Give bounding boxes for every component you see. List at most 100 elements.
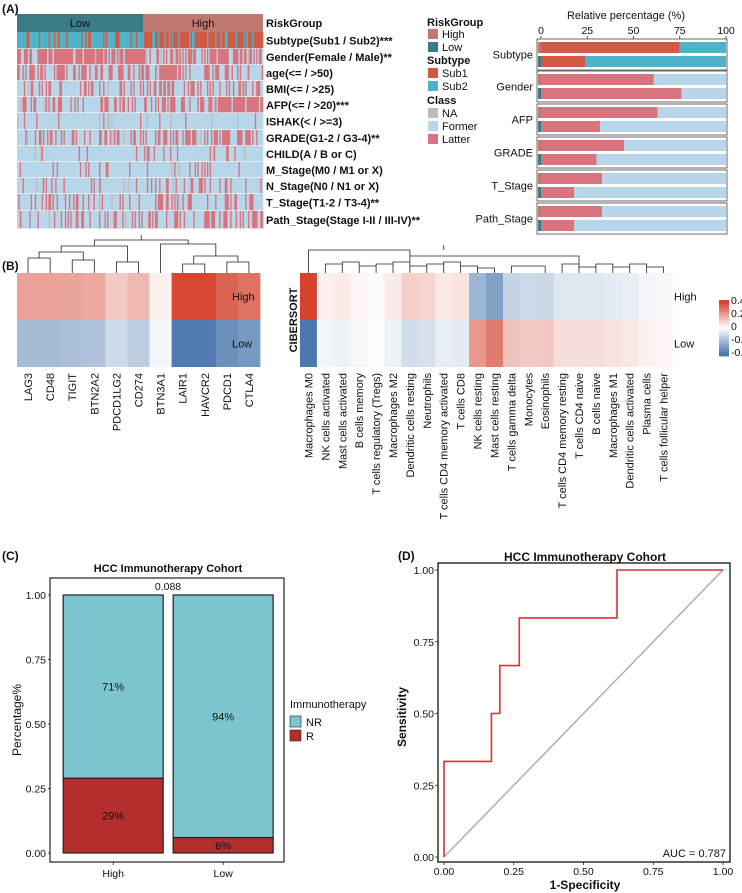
annotation-cell [59,113,62,130]
annotation-cell [107,32,109,49]
annotation-cell [38,130,41,146]
annotation-cell [134,49,137,65]
annotation-cell [156,130,159,146]
annotation-cell [63,65,66,81]
colorbar-cell [719,316,729,319]
annotation-cell [112,178,115,194]
annotation-cell [219,130,221,146]
annotation-cell [144,178,146,194]
annotation-cell [171,49,174,65]
annotation-cell [18,81,21,97]
annotation-cell [64,146,67,162]
stacked-frame [49,577,285,863]
heat-cell [127,273,150,320]
annotation-cell [70,97,72,113]
annotation-cell [77,211,79,229]
annotation-cell [144,130,146,146]
roc-xlabel: 1-Specificity [550,878,621,892]
annotation-cell [146,32,149,49]
annotation-cell [120,113,123,130]
heat-cell [452,273,470,320]
annotation-cell [245,97,247,113]
annotation-cell [124,32,127,49]
annotation-cell [205,130,208,146]
annotation-cell [206,113,209,130]
annotation-cell [250,97,253,113]
annotation-cell [217,211,220,229]
annotation-cell [122,130,124,146]
annotation-cell [231,178,234,194]
annotation-cell [23,49,26,65]
relpct-group-marker [538,206,541,217]
relpct-bar-second [602,173,726,184]
heat-column-label: Macrophages M0 [304,373,316,458]
annotation-cell [30,178,33,194]
legend-high-swatch [428,29,438,39]
annotation-cell [90,162,93,178]
annotation-cell [119,211,122,229]
annotation-cell [246,211,249,229]
annotation-cell [71,32,74,49]
colorbar-cell [719,318,729,321]
annotation-cell [237,65,239,81]
annotation-cell [205,194,208,211]
annotation-cell [235,49,238,65]
relpct-bar-first [541,88,682,99]
annotation-cell [100,178,103,194]
annotation-cell [22,32,25,49]
colorbar-cell [719,340,729,343]
annotation-cell [133,162,135,178]
annotation-cell [63,113,66,130]
annotation-cell [73,97,75,113]
annotation-cell [55,194,57,211]
annotation-cell [222,113,224,130]
annotation-cell [242,49,245,65]
legend-nr-label: NR [306,717,322,729]
annotation-cell [123,49,126,65]
panel-label-b: (B) [2,259,19,273]
annotation-cell [232,146,235,162]
annotation-cell [242,194,245,211]
annotation-cell [68,162,71,178]
annotation-cell [163,65,165,81]
annotation-cell [246,32,249,49]
annotation-cell [29,65,31,81]
annotation-cell [253,97,256,113]
annotation-cell [175,162,178,178]
annotation-cell [52,194,55,211]
annotation-cell [130,178,133,194]
annotation-cell [156,178,159,194]
annotation-cell [198,97,201,113]
annotation-cell [23,32,26,49]
annotation-cell [254,194,257,211]
annotation-cell [194,81,197,97]
annotation-cell [146,178,149,194]
annotation-cell [144,162,146,178]
annotation-cell [38,178,41,194]
annotation-cell [189,194,191,211]
annotation-cell [212,65,215,81]
annotation-cell [157,211,160,229]
annotation-cell [216,211,219,229]
annotation-cell [71,113,74,130]
annotation-cell [235,113,238,130]
heat-cell [638,320,656,367]
annotation-cell [185,113,187,130]
annotation-cell [165,178,168,194]
legend-low-swatch [428,42,438,52]
annotation-cell [165,81,168,97]
annotation-cell [176,65,179,81]
annotation-cell [115,178,118,194]
relpct-bar-second [657,107,726,118]
heat-cell [435,320,453,367]
annotation-cell [170,178,172,194]
annotation-cell [196,146,198,162]
annotation-cell [104,211,107,229]
annotation-cell [208,97,210,113]
annotation-cell [51,49,53,65]
annotation-cell [49,113,52,130]
annotation-cell [211,32,213,49]
annotation-cell [146,211,149,229]
annotation-cell [165,113,168,130]
annotation-cell [152,81,154,97]
